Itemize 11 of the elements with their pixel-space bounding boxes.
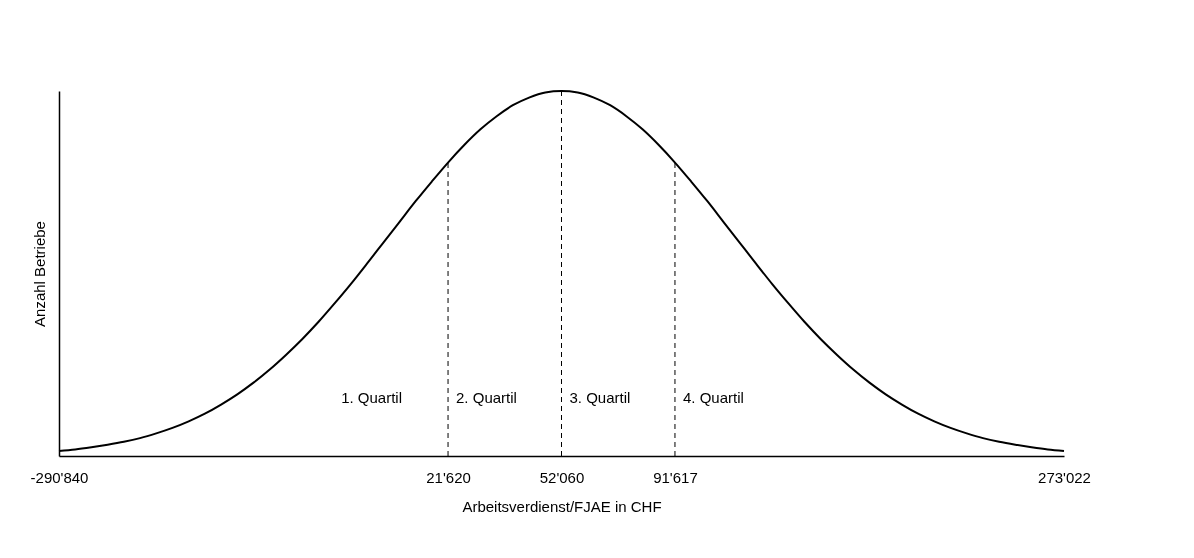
annotation: 1. Quartil xyxy=(341,388,403,406)
x-tick-label: 91'617 xyxy=(653,468,698,486)
annotation: 2. Quartil xyxy=(456,388,517,406)
x-tick-label: -290'840 xyxy=(30,468,89,486)
x-tick-label: 21'620 xyxy=(426,468,471,486)
annotation: 3. Quartil xyxy=(569,388,631,406)
annotation: 4. Quartil xyxy=(682,388,744,406)
y-axis-title: Anzahl Betriebe xyxy=(30,221,48,327)
x-tick-label: 273'022 xyxy=(1038,468,1091,486)
x-axis-title: Arbeitsverdienst/FJAE in CHF xyxy=(462,497,662,515)
x-tick-label: 52'060 xyxy=(539,468,585,486)
